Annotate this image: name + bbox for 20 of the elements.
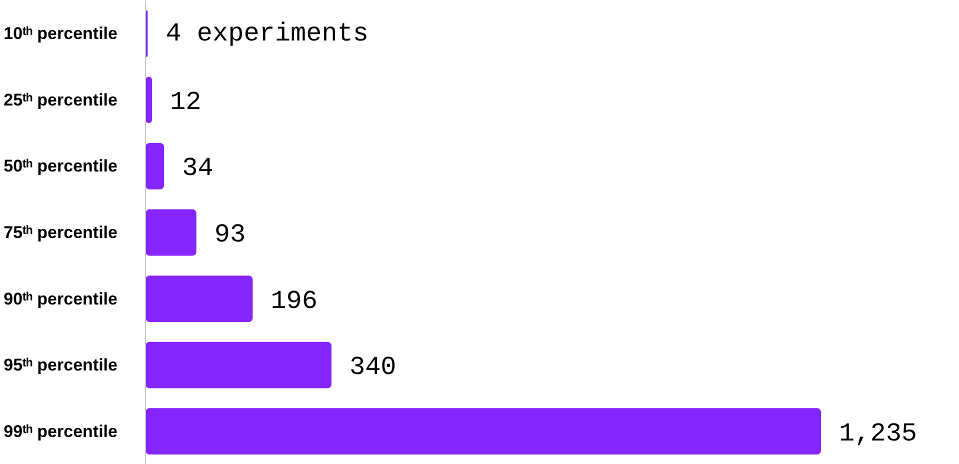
data-label: 1,235 [839, 418, 918, 448]
data-label: 93 [214, 220, 246, 250]
bar [146, 342, 332, 388]
bar [146, 408, 822, 455]
y-tick-label: 25ᵗʰ percentile [4, 90, 118, 110]
y-tick-label: 95ᵗʰ percentile [4, 356, 118, 375]
y-tick-label: 50ᵗʰ percentile [4, 156, 118, 176]
bar [146, 76, 152, 124]
data-label: 12 [170, 86, 202, 117]
data-label: 340 [349, 352, 396, 382]
data-label: 34 [182, 153, 214, 184]
bar [146, 143, 164, 190]
data-label: 196 [270, 286, 318, 316]
data-label: 4 experiments [166, 18, 369, 49]
y-tick-label: 99ᵗʰ percentile [4, 422, 118, 441]
y-tick-label: 10ᵗʰ percentile [4, 24, 118, 44]
bar [146, 209, 196, 256]
y-tick-label: 75ᵗʰ percentile [4, 223, 118, 242]
bar [146, 276, 253, 322]
y-tick-label: 90ᵗʰ percentile [4, 289, 118, 308]
